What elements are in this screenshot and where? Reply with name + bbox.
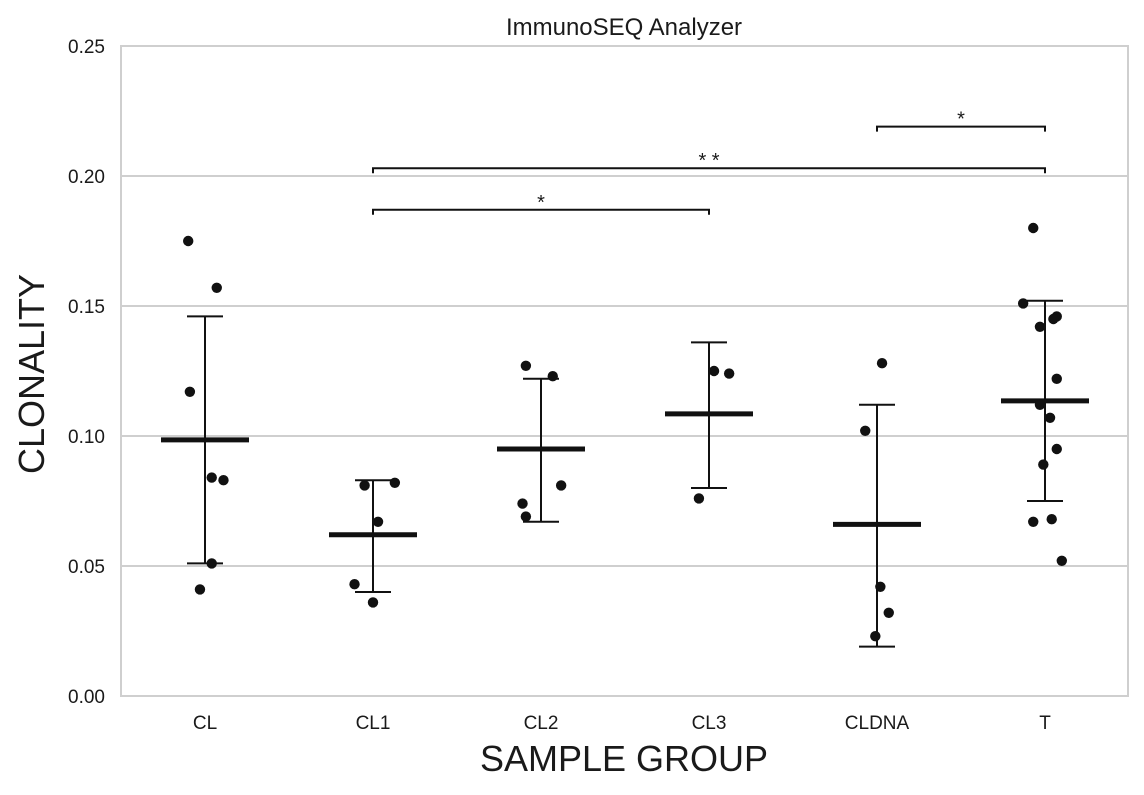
data-point [1044,412,1056,423]
data-point [1046,514,1057,525]
significance-bracket [876,125,1046,132]
data-point [883,607,894,618]
data-point [367,597,379,608]
x-tick-label: CLDNA [845,713,910,734]
data-point [1056,555,1068,566]
x-axis-label: SAMPLE GROUP [480,738,768,779]
y-tick-label: 0.10 [68,427,105,448]
data-point [349,579,360,590]
significance-bracket [372,167,1046,174]
data-point [547,371,558,382]
significance-label: * * [698,150,719,172]
data-point [1017,298,1029,309]
y-axis-ticks: 0.00 0.05 0.10 0.15 0.20 0.25 [68,37,105,708]
data-point [708,365,720,377]
x-tick-label: CL3 [692,713,727,734]
significance-bracket [372,208,710,215]
x-tick-label: CL [193,713,217,734]
data-point [359,480,370,491]
data-point [1051,373,1062,384]
plot-frame [120,45,1129,697]
data-point [520,360,532,371]
significance-label: * [537,192,545,214]
data-point [1034,321,1046,332]
y-tick-label: 0.05 [68,557,105,578]
x-tick-label: T [1039,713,1051,734]
y-tick-label: 0.25 [68,37,105,58]
data-point [194,584,206,595]
y-tick-label: 0.15 [68,297,105,318]
data-point [876,358,888,369]
significance-label: * [957,109,965,131]
data-point [693,493,705,504]
y-tick-label: 0.20 [68,167,105,188]
x-tick-label: CL1 [356,713,391,734]
data-point [206,472,217,483]
chart-marks [161,222,1089,648]
data-point [1028,222,1039,234]
data-point [206,558,217,569]
data-point [389,477,401,488]
data-point [875,581,886,592]
y-tick-label: 0.00 [68,687,105,708]
data-point [1048,313,1059,325]
data-point [1034,399,1046,410]
data-point [1028,516,1039,527]
data-point [517,498,528,509]
data-point [860,425,871,436]
data-point [870,631,881,642]
data-point [520,511,532,522]
grid-lines [121,175,1128,567]
data-point [218,475,229,486]
chart-title: ImmunoSEQ Analyzer [506,14,742,41]
significance-brackets: * * * * [372,109,1046,215]
data-point [1038,459,1049,470]
data-point [184,386,196,397]
data-point [1051,443,1062,455]
y-axis-label: CLONALITY [11,274,52,474]
x-axis-ticks: CL CL1 CL2 CL3 CLDNA T [193,713,1051,734]
data-point [723,368,735,379]
x-tick-label: CL2 [524,713,559,734]
data-point [211,282,222,293]
data-point [555,480,567,491]
data-point [183,235,194,247]
data-point [372,516,384,527]
